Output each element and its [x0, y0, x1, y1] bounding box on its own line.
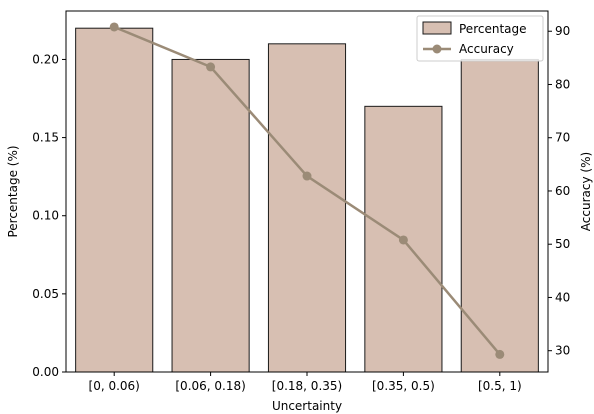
right-y-axis: 30 40 50 60 70 80 90: [548, 24, 570, 358]
x-axis-label: Uncertainty: [272, 399, 342, 413]
legend-accuracy-label: Accuracy: [459, 42, 514, 56]
accuracy-line-layer: [109, 22, 505, 359]
x-tick-label-2: [0.18, 0.35): [272, 379, 342, 393]
left-y-axis: 0.00 0.05 0.10 0.15 0.20: [32, 52, 66, 379]
legend: Percentage Accuracy: [416, 15, 544, 62]
x-tick-label-1: [0.06, 0.18): [175, 379, 245, 393]
left-y-axis-label: Percentage (%): [6, 145, 20, 237]
legend-percentage-label: Percentage: [459, 22, 527, 36]
y-tick-label-2: 0.10: [32, 209, 59, 223]
y-tick-label-0: 0.00: [32, 365, 59, 379]
legend-percentage-swatch: [422, 21, 452, 35]
accuracy-point-2: [302, 171, 312, 181]
y-tick-label-1: 0.05: [32, 287, 59, 301]
accuracy-point-0: [109, 22, 119, 32]
bar-4: [460, 58, 539, 373]
x-axis: [0, 0.06) [0.06, 0.18) [0.18, 0.35) [0.35, …: [89, 372, 522, 393]
accuracy-point-3: [398, 235, 408, 245]
bar-0: [75, 27, 154, 373]
bar-1: [171, 58, 250, 373]
y-tick-label-3: 0.15: [32, 131, 59, 145]
x-tick-label-3: [0.35, 0.5): [372, 379, 435, 393]
y2-tick-label-1: 40: [555, 290, 570, 304]
bar-2: [267, 43, 347, 373]
x-tick-label-0: [0, 0.06): [89, 379, 140, 393]
y2-tick-label-5: 80: [555, 77, 570, 91]
x-tick-label-4: [0.5, 1): [478, 379, 522, 393]
accuracy-point-1: [206, 62, 216, 72]
right-y-axis-label: Accuracy (%): [579, 152, 593, 231]
y-tick-label-4: 0.20: [32, 52, 59, 66]
y2-tick-label-4: 70: [555, 131, 570, 145]
y2-tick-label-0: 30: [555, 344, 570, 358]
y2-tick-label-6: 90: [555, 24, 570, 38]
bars-layer: [75, 27, 539, 373]
accuracy-point-4: [495, 349, 505, 359]
y2-tick-label-2: 50: [555, 237, 570, 251]
y2-tick-label-3: 60: [555, 184, 570, 198]
legend-accuracy-marker: [432, 44, 442, 54]
